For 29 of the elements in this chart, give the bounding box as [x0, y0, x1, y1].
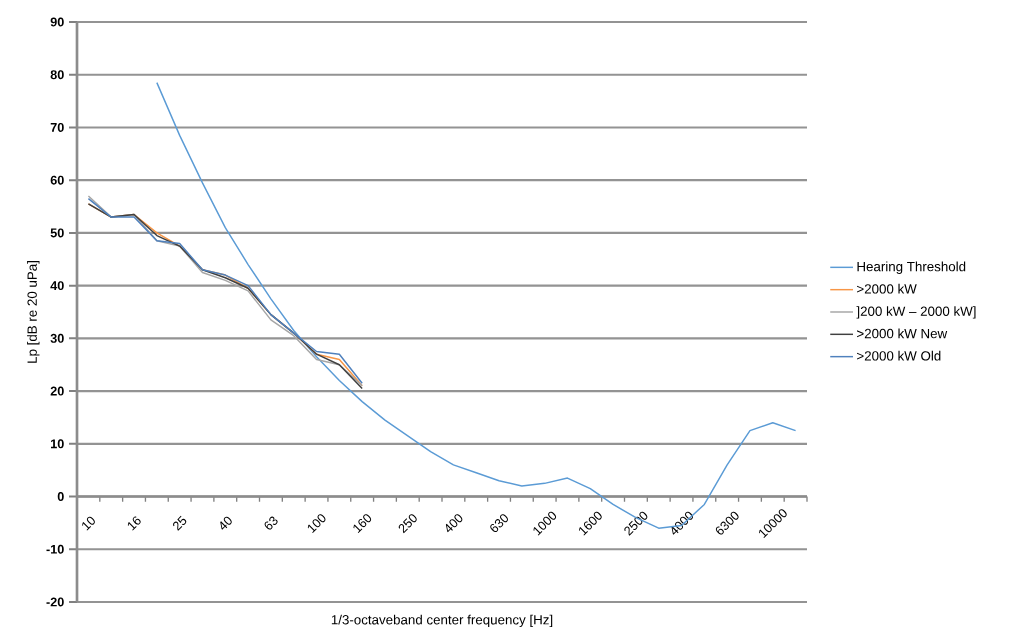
- x-tick-label: 16: [127, 516, 141, 531]
- x-tick-label: 250: [398, 514, 417, 534]
- legend-label: Hearing Threshold: [857, 261, 966, 274]
- y-tick-label: 50: [50, 228, 64, 238]
- x-tick-label: 630: [490, 514, 509, 533]
- legend-label: ]200 kW – 2000 kW]: [856, 306, 976, 319]
- x-tick-label: 100: [307, 514, 326, 534]
- y-tick-label: 70: [50, 122, 64, 132]
- y-tick-label: 30: [50, 333, 64, 343]
- x-tick-label: 400: [445, 514, 463, 533]
- y-axis-title: Lp [dB re 20 uPa]: [27, 261, 40, 363]
- y-tick-label: 90: [50, 17, 64, 27]
- y-tick-label: 80: [50, 70, 64, 80]
- y-tick-label: 40: [50, 281, 64, 291]
- legend-label: >2000 kW New: [857, 328, 948, 339]
- x-tick-label: 40: [220, 516, 232, 530]
- legend-label: >2000 kW: [857, 283, 917, 294]
- y-tick-label: -20: [46, 597, 64, 607]
- x-tick-label: 10: [82, 516, 95, 531]
- x-tick-label: 160: [353, 514, 372, 534]
- y-tick-label: 0: [57, 492, 64, 502]
- x-tick-label: 25: [173, 515, 187, 531]
- legend-label: >2000 kW Old: [857, 350, 941, 361]
- x-axis-title: 1/3-octaveband center frequency [Hz]: [331, 614, 553, 628]
- y-tick-label: 10: [51, 439, 64, 449]
- y-tick-label: -10: [46, 544, 64, 554]
- y-tick-label: 60: [50, 175, 64, 185]
- y-tick-label: 20: [50, 386, 64, 396]
- x-tick-label: 63: [264, 516, 278, 530]
